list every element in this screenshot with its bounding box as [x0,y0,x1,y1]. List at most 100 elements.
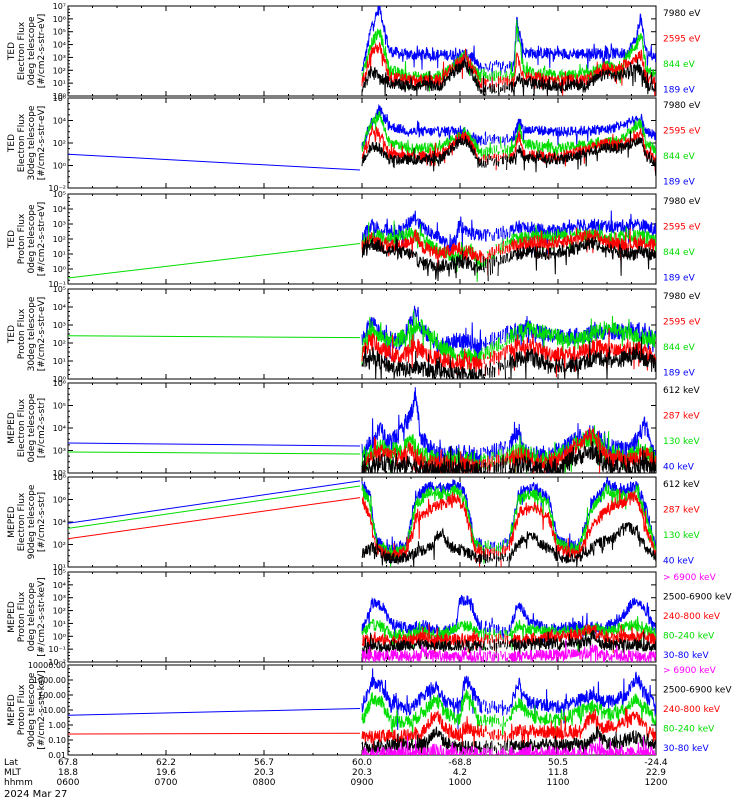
y-axis-label-line: TED [7,325,17,344]
y-tick-label: 10⁴ [53,117,66,126]
y-tick-label: 10⁵ [53,28,66,37]
series-group [68,210,656,282]
y-axis-label-line: TED [7,230,17,249]
y-tick-label: 10.00 [43,706,66,715]
y-axis-label: TEDProton Flux30deg telescope[#/cm2-s-st… [7,296,47,371]
gap-line [68,708,361,716]
legend-entry: 7980 eV [663,9,701,19]
y-tick-label: 10⁴ [53,424,66,433]
legend-entry: 2500-6900 keV [663,686,732,696]
series-trace [361,236,656,282]
panel-2: 10⁻² 10⁰ 10² 10⁴ 10⁶ TEDElectron Flux30deg te… [7,94,701,193]
x-tick-label: 0900 [351,778,374,788]
x-row-label: MLT [4,768,22,778]
y-tick-label: 10⁷ [53,2,66,11]
x-tick-label: 50.5 [548,758,568,768]
series-trace [361,668,656,731]
legend-entry: 240-800 keV [663,705,721,715]
y-axis-label-line: 0deg telescope [27,393,37,463]
legend-entry: 2595 eV [663,223,701,233]
x-tick-label: 11.8 [548,768,568,778]
panel-6: 10¹ 10² 10⁴ 10⁶ 10⁸ MEPEDElectron Flux90deg t… [7,473,700,572]
y-tick-label: 10⁶ [53,15,66,24]
series-group [361,6,656,96]
gap-line [68,451,361,455]
y-tick-label: 10000.00 [28,661,66,670]
series-trace [361,131,656,176]
y-tick-label: 10¹ [53,357,66,366]
legend-entry: 189 eV [663,178,696,188]
y-axis-label-line: 90deg telescope [27,484,37,559]
series-group [68,103,656,176]
gap-line [68,335,361,339]
panel-3: 10⁻¹ 10⁰ 10¹ 10² 10³ 10⁴ 10⁵ TEDProton Flux0deg… [7,190,701,289]
y-tick-label: 10⁻² [48,658,66,667]
y-tick-label: 10² [53,66,66,75]
y-axis-label-line: Electron Flux [17,492,27,551]
y-tick-label: 10² [53,139,66,148]
y-axis-label-line: Proton Flux [17,213,27,264]
x-tick-label: 19.6 [156,768,176,778]
panel-1: 10⁰ 10¹ 10² 10³ 10⁴ 10⁵ 10⁶ 10⁷ TEDElectron Flux… [7,2,701,101]
x-tick-label: 60.0 [352,758,372,768]
y-axis-label-line: [#/cm2-s-str-eV] [37,202,47,277]
y-axis-label-line: [#/cm2-s-str-eV] [37,297,47,372]
x-tick-label: 1200 [645,778,668,788]
y-tick-label: 10⁴ [53,518,66,527]
y-axis-label-line: MEPED [7,601,17,633]
legend-entry: 2500-6900 keV [663,593,732,603]
series-group [68,305,656,379]
x-tick-label: 1000 [449,778,472,788]
panel-7: 10⁻² 10⁻¹ 10⁰ 10¹ 10² 10³ 10⁴ 10⁵ MEPEDProton Fl… [7,568,732,667]
y-axis-label-line: 30deg telescope [27,296,37,371]
y-tick-label: 10⁰ [53,92,66,101]
x-tick-label: 20.3 [254,768,274,778]
panel-4: 10⁰ 10¹ 10² 10³ 10⁴ 10⁵ TEDProton Flux30deg te… [7,285,701,384]
y-tick-label: 10⁶ [53,379,66,388]
y-tick-label: 10³ [53,220,66,229]
x-tick-label: 18.8 [58,768,78,778]
legend-entry: 7980 eV [663,292,701,302]
legend-entry: 189 eV [663,86,696,96]
y-axis-label-line: Electron Flux [17,113,27,172]
y-tick-label: 0.01 [48,751,66,760]
legend-entry: 30-80 keV [663,744,709,754]
series-trace [361,735,656,755]
legend-entry: 7980 eV [663,197,701,207]
series-group [68,668,656,755]
legend-entry: 189 eV [663,369,696,379]
legend-entry: 80-240 keV [663,725,715,735]
y-axis-label-line: [#/cm2-s-str-keV] [37,670,47,749]
series-trace [361,210,656,255]
legend-entry: 287 keV [663,506,700,516]
y-axis-label: TEDProton Flux0deg telescope[#/cm2-s-str… [7,202,47,277]
legend-entry: 844 eV [663,152,696,162]
y-axis-label-line: 90deg telescope [27,672,37,747]
series-trace [361,110,656,164]
panel-frame [67,571,657,663]
series-group [68,477,656,567]
y-tick-label: 100.00 [38,691,66,700]
y-axis-label-line: Proton Flux [17,684,27,735]
y-tick-label: 10⁻¹ [48,280,66,289]
y-axis-label-line: [#/cm2-s-str-eV] [37,106,47,181]
x-tick-label: 67.8 [58,758,78,768]
x-tick-label: 20.3 [352,768,372,778]
y-axis-label-line: TED [7,42,17,61]
legend-entry: 844 eV [663,60,696,70]
y-axis-label-line: TED [7,134,17,153]
y-axis-label-line: 0deg telescope [27,582,37,652]
legend-entry: 7980 eV [663,101,701,111]
gap-line [68,243,361,279]
series-trace [361,441,656,473]
y-tick-label: 10² [53,339,66,348]
legend-entry: 189 eV [663,274,696,284]
legend-entry: 2595 eV [663,35,701,45]
y-tick-label: 10² [53,607,66,616]
y-tick-label: 10⁻¹ [48,645,66,654]
series-group [361,594,656,662]
y-tick-label: 1000.00 [33,676,66,685]
y-tick-label: 10⁸ [53,473,66,482]
x-tick-label: 22.9 [646,768,666,778]
